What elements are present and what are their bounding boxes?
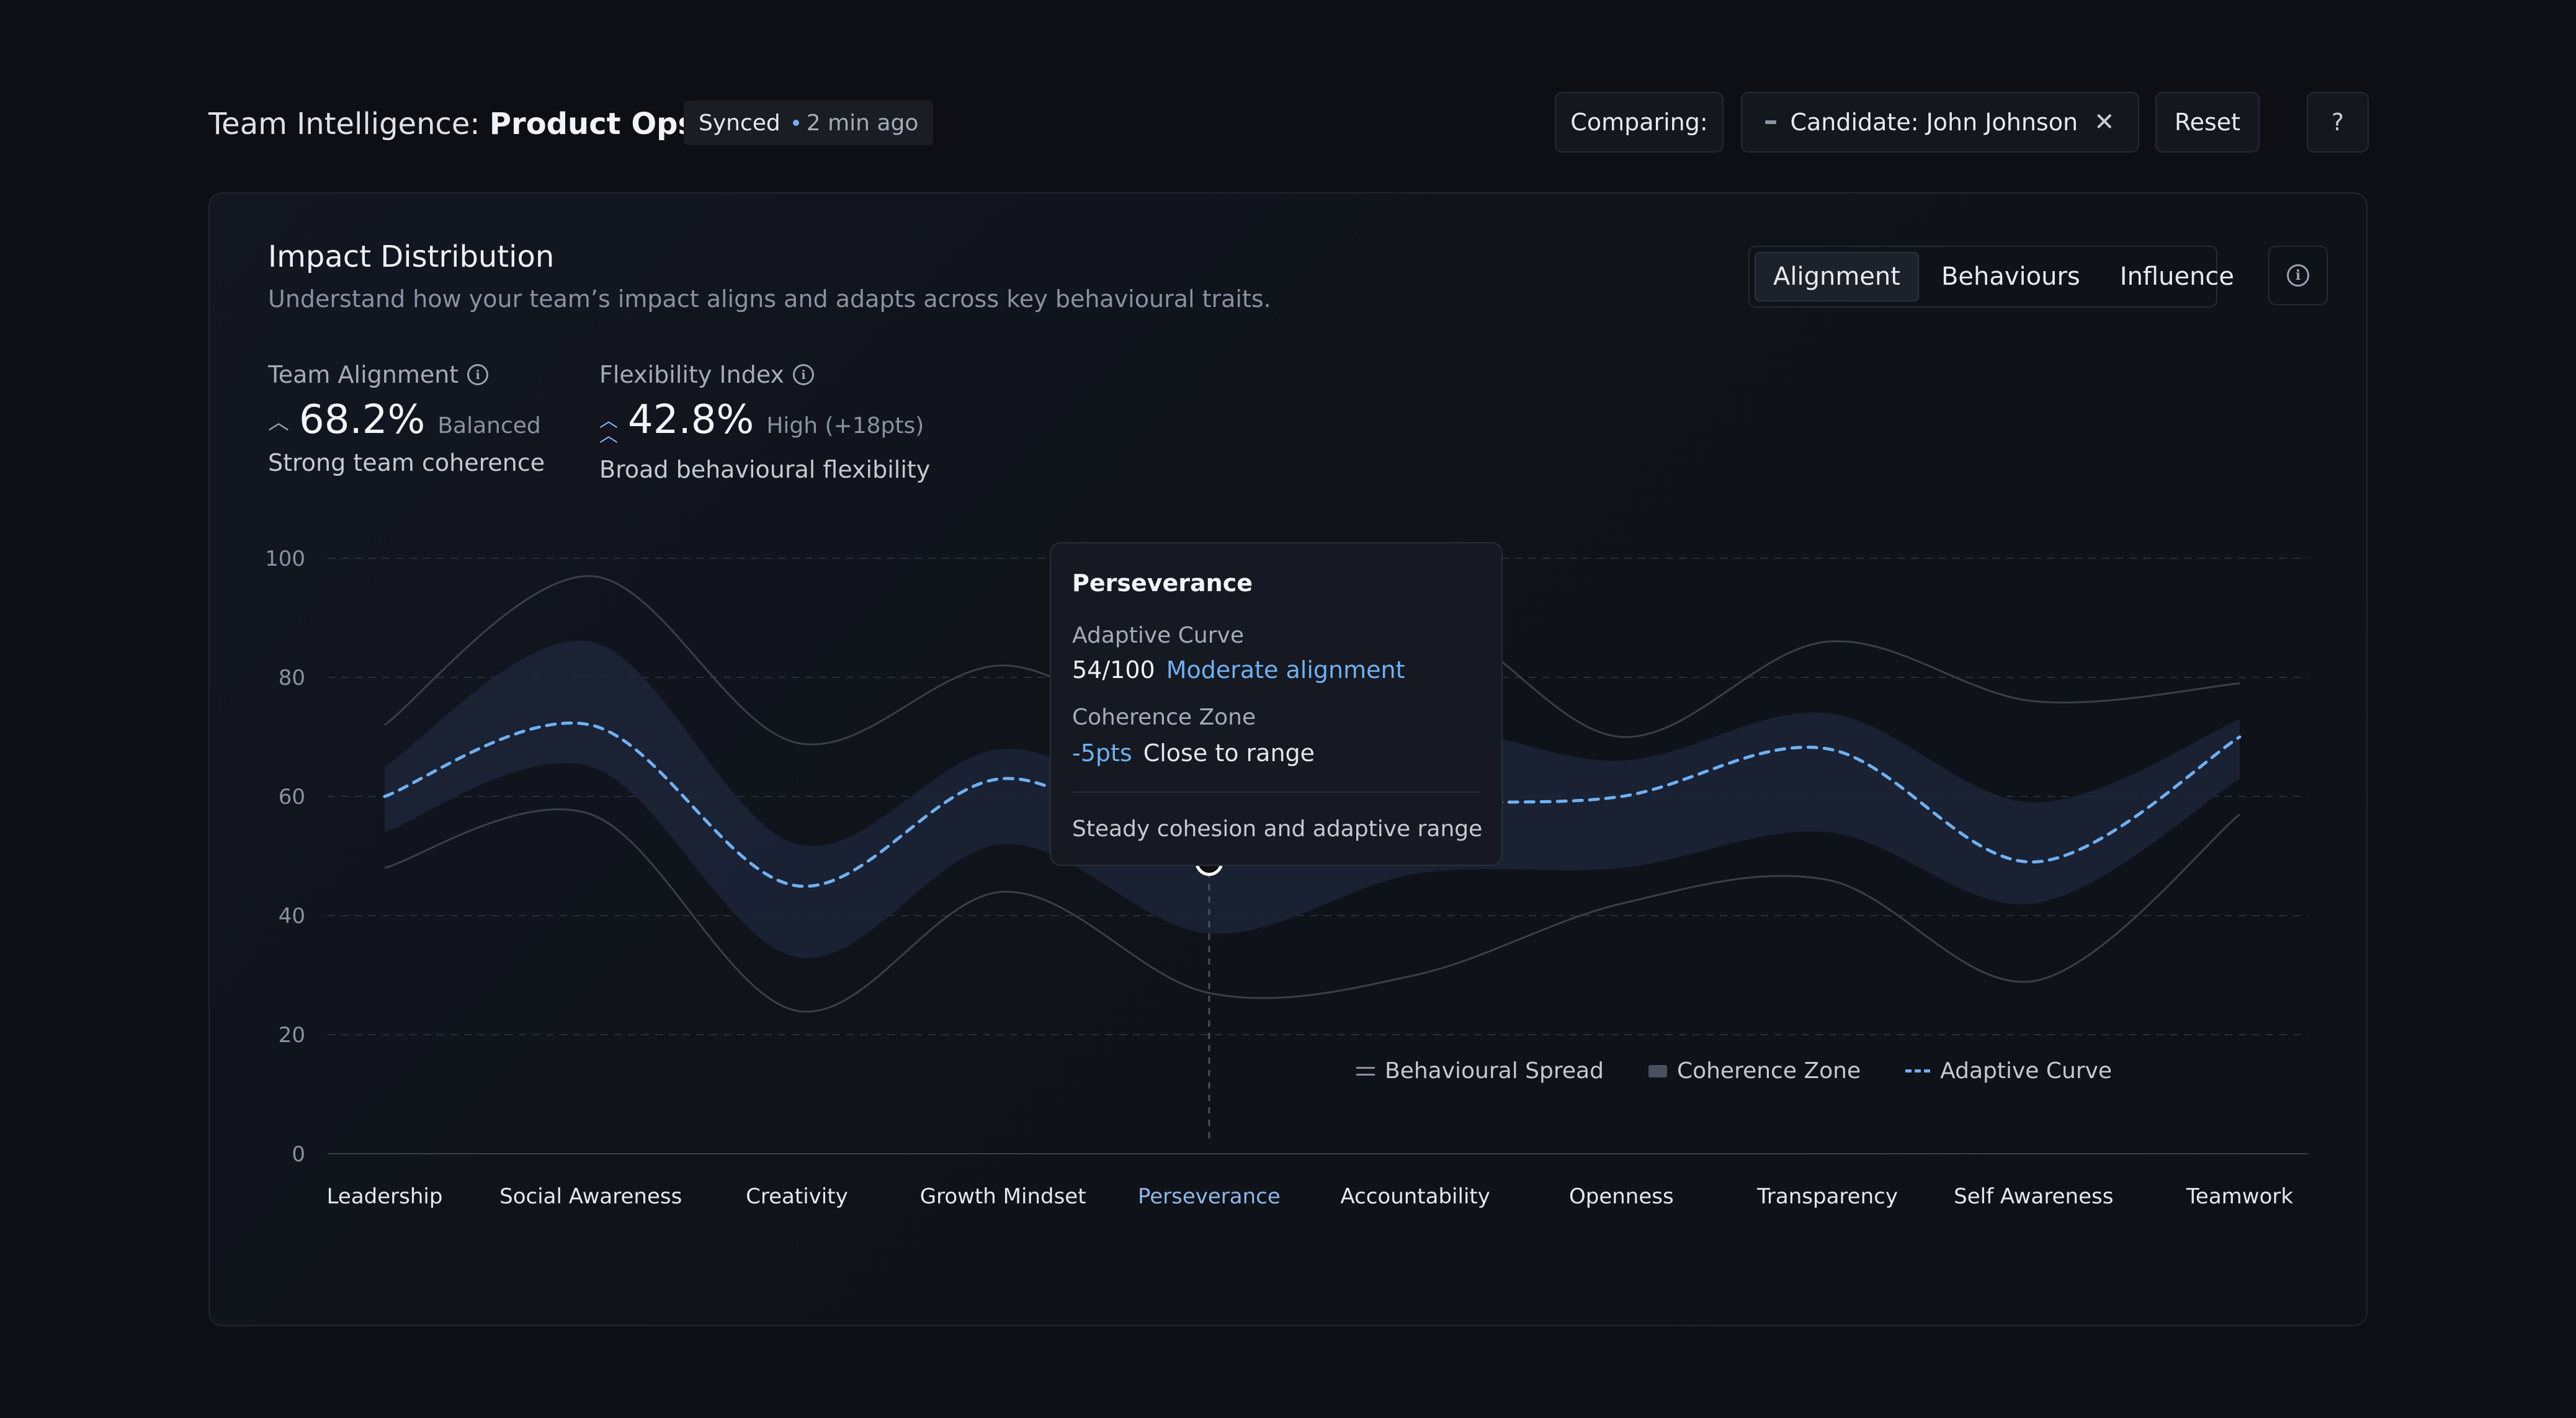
page-title: Team Intelligence: Product Ops bbox=[208, 105, 695, 143]
metric-label-text: Team Alignment bbox=[268, 361, 459, 388]
x-tick-label: Openness bbox=[1569, 1184, 1674, 1209]
metric-value-row: ︿ 68.2% Balanced bbox=[268, 397, 545, 443]
candidate-label: Candidate: John Johnson bbox=[1790, 109, 2078, 136]
zone-swatch-icon bbox=[1648, 1064, 1667, 1077]
metric-label: Flexibility Index i bbox=[599, 361, 930, 388]
minus-icon bbox=[1765, 120, 1777, 124]
y-tick-label: 0 bbox=[292, 1142, 305, 1167]
info-icon[interactable]: i bbox=[793, 364, 815, 385]
legend-label-zone: Coherence Zone bbox=[1676, 1058, 1861, 1084]
page-title-team: Product Ops bbox=[489, 107, 696, 141]
tooltip-curve-note: Moderate alignment bbox=[1166, 656, 1405, 684]
x-tick-label: Growth Mindset bbox=[920, 1184, 1086, 1209]
close-icon[interactable]: ✕ bbox=[2094, 108, 2115, 136]
metric-team-alignment: Team Alignment i ︿ 68.2% Balanced Strong… bbox=[268, 361, 545, 476]
x-tick-label: Accountability bbox=[1340, 1184, 1490, 1209]
legend-label-spread: Behavioural Spread bbox=[1385, 1058, 1604, 1084]
legend-label-curve: Adaptive Curve bbox=[1940, 1058, 2113, 1084]
chart-tooltip: Perseverance Adaptive Curve 54/100 Modera… bbox=[1050, 542, 1503, 866]
tab-influence[interactable]: Influence bbox=[2119, 262, 2235, 291]
metric-qualifier: Balanced bbox=[437, 413, 541, 439]
tooltip-curve-row: 54/100 Moderate alignment bbox=[1072, 656, 1405, 684]
metric-label-text: Flexibility Index bbox=[599, 361, 785, 388]
metric-value-row: ︿ ︿ 42.8% High (+18pts) bbox=[599, 397, 930, 450]
tooltip-footer: Steady cohesion and adaptive range bbox=[1072, 816, 1483, 842]
x-tick-label: Creativity bbox=[746, 1184, 848, 1209]
help-button[interactable]: ? bbox=[2307, 92, 2369, 153]
tab-alignment[interactable]: Alignment bbox=[1755, 252, 1919, 301]
tooltip-zone-note: Close to range bbox=[1143, 739, 1315, 767]
info-icon[interactable]: i bbox=[467, 364, 489, 385]
sync-status-badge: Synced 2 min ago bbox=[684, 100, 934, 145]
tooltip-curve-label: Adaptive Curve bbox=[1072, 623, 1244, 648]
legend-item-curve[interactable]: Adaptive Curve bbox=[1905, 1058, 2112, 1084]
tooltip-divider bbox=[1072, 791, 1480, 793]
reset-button[interactable]: Reset bbox=[2155, 92, 2260, 153]
metric-value: 68.2% bbox=[299, 397, 426, 443]
reset-label: Reset bbox=[2174, 109, 2241, 136]
legend-item-zone[interactable]: Coherence Zone bbox=[1648, 1058, 1861, 1084]
view-toggle: Alignment Behaviours Influence bbox=[1748, 246, 2234, 308]
card-title: Impact Distribution bbox=[268, 239, 555, 274]
sync-dot-icon bbox=[792, 120, 799, 126]
metric-description: Broad behavioural flexibility bbox=[599, 456, 931, 483]
sync-status-text: Synced bbox=[699, 110, 780, 136]
chevron-up-icon: ︿ bbox=[268, 410, 289, 435]
double-chevron-up-icon: ︿ ︿ bbox=[599, 410, 618, 447]
metric-flexibility-index: Flexibility Index i ︿ ︿ 42.8% High (+18pt… bbox=[599, 361, 930, 483]
y-tick-label: 60 bbox=[279, 785, 305, 809]
metric-qualifier: High (+18pts) bbox=[766, 413, 924, 439]
spread-swatch-icon bbox=[1356, 1066, 1375, 1076]
y-tick-label: 20 bbox=[279, 1023, 305, 1048]
info-icon: i bbox=[2287, 264, 2309, 287]
tooltip-zone-label: Coherence Zone bbox=[1072, 705, 1256, 730]
candidate-chip[interactable]: Candidate: John Johnson ✕ bbox=[1741, 92, 2139, 153]
card-info-button[interactable]: i bbox=[2268, 246, 2328, 305]
y-tick-label: 100 bbox=[265, 546, 305, 571]
page-title-prefix: Team Intelligence: bbox=[208, 107, 480, 141]
x-tick-label: Social Awareness bbox=[499, 1184, 682, 1209]
sync-time-text: 2 min ago bbox=[806, 110, 919, 136]
metric-label: Team Alignment i bbox=[268, 361, 545, 388]
tooltip-title: Perseverance bbox=[1072, 569, 1253, 597]
card-subtitle: Understand how your team’s impact aligns… bbox=[268, 285, 1271, 313]
y-tick-label: 80 bbox=[279, 666, 305, 690]
curve-swatch-icon bbox=[1905, 1069, 1931, 1072]
metric-description: Strong team coherence bbox=[268, 449, 545, 476]
help-label: ? bbox=[2331, 109, 2345, 136]
x-tick-label: Transparency bbox=[1756, 1184, 1898, 1209]
tooltip-curve-value: 54/100 bbox=[1072, 656, 1155, 684]
comparing-label: Comparing: bbox=[1570, 109, 1708, 136]
x-tick-label: Self Awareness bbox=[1954, 1184, 2113, 1209]
x-tick-label: Leadership bbox=[327, 1184, 443, 1209]
tab-behaviours[interactable]: Behaviours bbox=[1941, 262, 2080, 291]
y-tick-label: 40 bbox=[279, 904, 305, 929]
x-tick-label: Perseverance bbox=[1138, 1184, 1281, 1209]
chart-legend: Behavioural Spread Coherence Zone Adapti… bbox=[1356, 1058, 2112, 1084]
spread-lower-line bbox=[384, 808, 2240, 1013]
tooltip-zone-row: -5pts Close to range bbox=[1072, 739, 1315, 767]
x-tick-label: Teamwork bbox=[2186, 1184, 2293, 1209]
tooltip-zone-value: -5pts bbox=[1072, 739, 1132, 767]
comparing-button[interactable]: Comparing: bbox=[1555, 92, 1724, 153]
metric-value: 42.8% bbox=[628, 397, 754, 443]
legend-item-spread[interactable]: Behavioural Spread bbox=[1356, 1058, 1604, 1084]
